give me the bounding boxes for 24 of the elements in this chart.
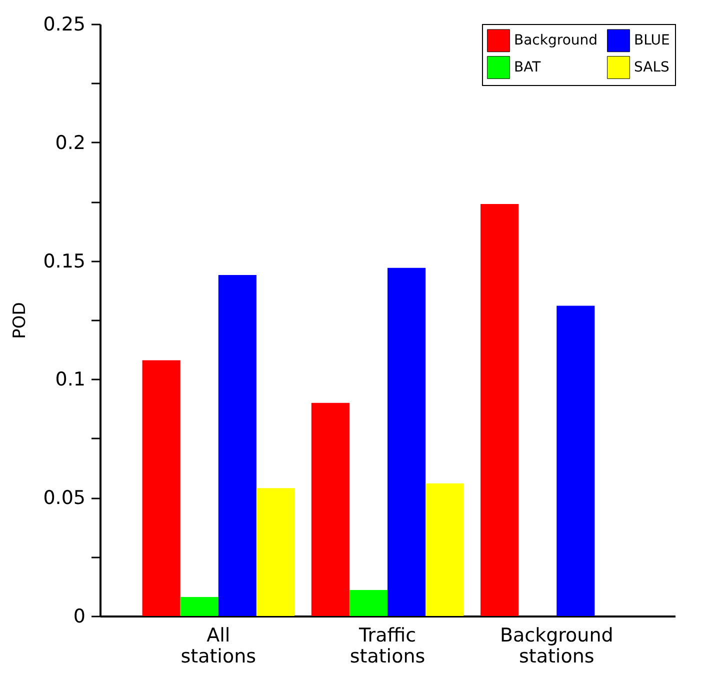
y-tick-label: 0.15: [43, 250, 86, 272]
bar: [256, 488, 294, 616]
x-tick-label: Background stations: [500, 624, 614, 668]
bar: [218, 275, 256, 616]
bar: [388, 268, 426, 616]
bar: [142, 360, 180, 616]
bar: [480, 204, 519, 616]
bar: [180, 597, 218, 616]
y-axis-title: POD: [10, 302, 30, 339]
y-tick-label: 0.2: [55, 132, 86, 154]
bar: [426, 483, 464, 616]
legend-label: BLUE: [634, 32, 670, 49]
y-tick-label: 0.25: [43, 14, 86, 36]
y-tick-label: 0.05: [43, 487, 86, 510]
bar: [349, 590, 388, 616]
y-tick-label: 0.1: [55, 368, 86, 391]
y-tick-label: 0: [73, 606, 86, 628]
legend-label: BAT: [514, 60, 542, 76]
bar: [311, 402, 350, 616]
x-tick-label: Traffic stations: [350, 624, 426, 668]
legend-label: SALS: [634, 60, 670, 76]
bar: [556, 306, 595, 616]
legend-label: Background: [514, 32, 598, 49]
x-tick-label: All stations: [180, 624, 256, 668]
